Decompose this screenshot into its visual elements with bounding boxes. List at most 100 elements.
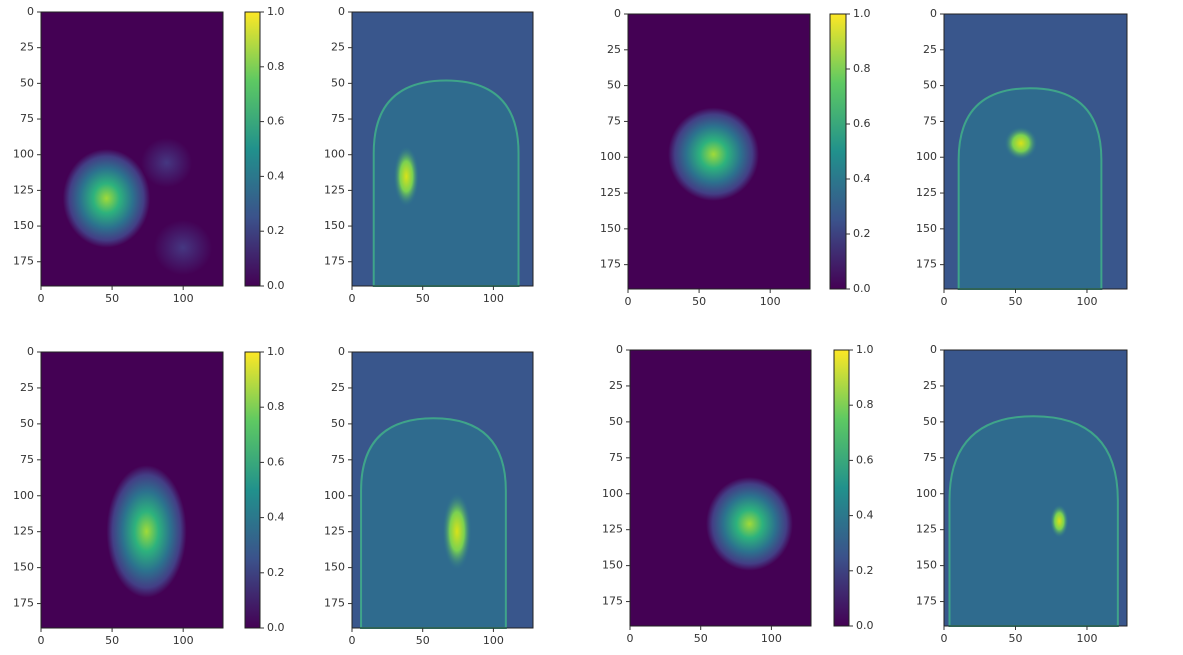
y-tick-label: 150 bbox=[324, 219, 345, 232]
x-tick-label: 100 bbox=[760, 295, 781, 308]
y-tick-label: 25 bbox=[20, 41, 34, 54]
y-tick-label: 100 bbox=[916, 150, 937, 163]
y-tick-label: 125 bbox=[602, 523, 623, 536]
y-tick-label: 0 bbox=[338, 345, 345, 358]
y-tick-label: 100 bbox=[916, 487, 937, 500]
y-tick-label: 125 bbox=[13, 525, 34, 538]
y-tick-label: 75 bbox=[923, 451, 937, 464]
y-tick-label: 25 bbox=[331, 381, 345, 394]
colorbar-tick-label: 0.6 bbox=[267, 455, 285, 468]
y-tick-label: 150 bbox=[916, 559, 937, 572]
y-tick-label: 125 bbox=[13, 183, 34, 196]
y-tick-label: 50 bbox=[20, 76, 34, 89]
axes-frame bbox=[629, 349, 812, 627]
y-tick-label: 25 bbox=[923, 379, 937, 392]
y-tick-label: 50 bbox=[331, 76, 345, 89]
x-tick-label: 50 bbox=[694, 632, 708, 645]
colorbar-tick-label: 0.6 bbox=[856, 453, 874, 466]
colorbar-tick-label: 1.0 bbox=[267, 5, 285, 18]
y-tick-label: 25 bbox=[20, 381, 34, 394]
colorbar-tick-label: 0.8 bbox=[267, 400, 285, 413]
heat-blob bbox=[153, 220, 213, 276]
x-tick-label: 0 bbox=[38, 634, 45, 647]
y-tick-label: 25 bbox=[609, 379, 623, 392]
y-tick-label: 75 bbox=[331, 453, 345, 466]
x-tick-label: 50 bbox=[692, 295, 706, 308]
colorbar-tick-label: 0.2 bbox=[853, 227, 871, 240]
tissue bbox=[360, 417, 507, 629]
axes-frame bbox=[351, 351, 534, 629]
x-tick-label: 0 bbox=[349, 634, 356, 647]
y-tick-label: 0 bbox=[616, 343, 623, 356]
y-tick-label: 100 bbox=[13, 148, 34, 161]
heat-blob bbox=[706, 476, 793, 571]
y-tick-label: 50 bbox=[609, 415, 623, 428]
y-tick-label: 25 bbox=[331, 41, 345, 54]
y-tick-label: 125 bbox=[324, 525, 345, 538]
colorbar-tick-label: 0.4 bbox=[856, 509, 874, 522]
y-tick-label: 50 bbox=[923, 79, 937, 92]
colorbar-tick-label: 0.6 bbox=[853, 117, 871, 130]
y-tick-label: 75 bbox=[607, 114, 621, 127]
tissue bbox=[948, 415, 1119, 627]
colorbar-tick-label: 0.4 bbox=[267, 511, 285, 524]
y-tick-label: 125 bbox=[324, 183, 345, 196]
colorbar-tick-label: 0.8 bbox=[267, 60, 285, 73]
y-tick-label: 0 bbox=[27, 345, 34, 358]
y-tick-label: 100 bbox=[600, 150, 621, 163]
y-tick-label: 175 bbox=[600, 258, 621, 271]
y-tick-label: 50 bbox=[923, 415, 937, 428]
y-tick-label: 0 bbox=[338, 5, 345, 18]
y-tick-label: 125 bbox=[600, 186, 621, 199]
colorbar bbox=[833, 349, 850, 627]
colorbar-tick-label: 0.0 bbox=[856, 619, 874, 632]
x-tick-label: 50 bbox=[416, 292, 430, 305]
y-tick-label: 75 bbox=[609, 451, 623, 464]
y-tick-label: 0 bbox=[930, 7, 937, 20]
axes-frame bbox=[943, 349, 1128, 627]
y-tick-label: 100 bbox=[324, 148, 345, 161]
y-tick-label: 50 bbox=[607, 79, 621, 92]
y-tick-label: 100 bbox=[13, 489, 34, 502]
y-tick-label: 75 bbox=[20, 112, 34, 125]
y-tick-label: 0 bbox=[930, 343, 937, 356]
colorbar bbox=[244, 351, 261, 629]
x-tick-label: 100 bbox=[1076, 295, 1097, 308]
colorbar-tick-label: 1.0 bbox=[856, 343, 874, 356]
y-tick-label: 100 bbox=[602, 487, 623, 500]
axes-frame bbox=[351, 11, 534, 287]
axes-frame bbox=[40, 11, 224, 287]
y-tick-label: 25 bbox=[923, 43, 937, 56]
y-tick-label: 75 bbox=[331, 112, 345, 125]
y-tick-label: 50 bbox=[20, 417, 34, 430]
x-tick-label: 100 bbox=[1076, 632, 1097, 645]
y-tick-label: 75 bbox=[923, 114, 937, 127]
y-tick-label: 175 bbox=[13, 255, 34, 268]
x-tick-label: 100 bbox=[761, 632, 782, 645]
lesion bbox=[442, 492, 472, 571]
x-tick-label: 50 bbox=[105, 634, 119, 647]
y-tick-label: 175 bbox=[916, 258, 937, 271]
y-tick-label: 150 bbox=[13, 219, 34, 232]
x-tick-label: 50 bbox=[1008, 295, 1022, 308]
y-tick-label: 150 bbox=[13, 561, 34, 574]
axes-frame bbox=[627, 13, 811, 290]
colorbar-tick-label: 0.2 bbox=[856, 564, 874, 577]
image bbox=[630, 350, 811, 626]
x-tick-label: 0 bbox=[941, 295, 948, 308]
heat-blob bbox=[668, 107, 760, 201]
x-tick-label: 0 bbox=[627, 632, 634, 645]
heat-blob bbox=[141, 138, 193, 188]
colorbar-tick-label: 0.4 bbox=[267, 169, 285, 182]
colorbar-tick-label: 0.4 bbox=[853, 172, 871, 185]
x-tick-label: 100 bbox=[483, 292, 504, 305]
y-tick-label: 0 bbox=[27, 5, 34, 18]
y-tick-label: 175 bbox=[602, 595, 623, 608]
colorbar bbox=[829, 13, 847, 290]
colorbar-tick-label: 0.0 bbox=[267, 279, 285, 292]
y-tick-label: 25 bbox=[607, 43, 621, 56]
x-tick-label: 0 bbox=[625, 295, 632, 308]
colorbar-tick-label: 0.8 bbox=[856, 398, 874, 411]
lesion bbox=[393, 146, 419, 207]
